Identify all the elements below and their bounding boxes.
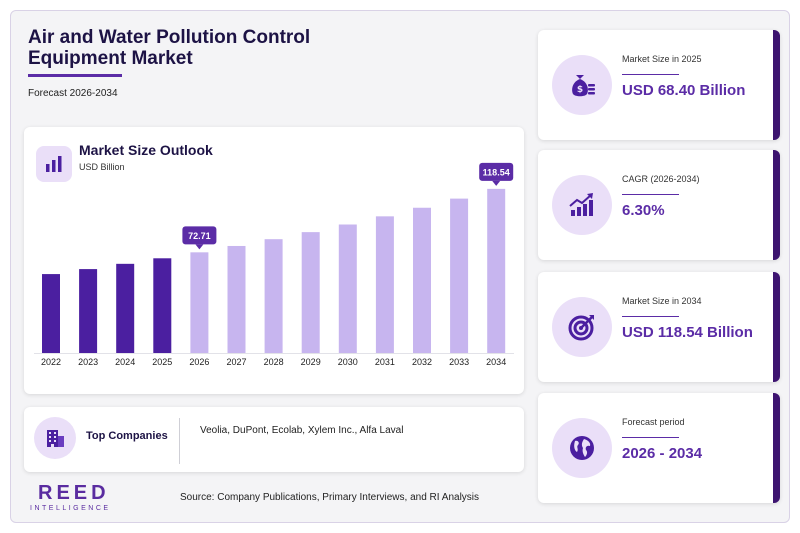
page-subtitle: Forecast 2026-2034 <box>28 88 118 99</box>
title-line-1: Air and Water Pollution Control <box>28 27 311 48</box>
page-title: Air and Water Pollution Control Equipmen… <box>28 27 358 69</box>
stat-card-market-size-2025: $ Market Size in 2025 USD 68.40 Billion <box>538 30 780 140</box>
bar-2032 <box>413 207 431 353</box>
x-tick-label: 2026 <box>189 357 209 367</box>
title-underline <box>28 74 122 77</box>
bar-2030 <box>338 224 357 353</box>
title-line-2: Equipment Market <box>28 48 193 69</box>
x-tick-label: 2033 <box>449 357 469 367</box>
bar-2022 <box>42 274 60 353</box>
top-companies-card <box>24 407 524 472</box>
x-tick-label: 2024 <box>115 357 135 367</box>
bar-2026 <box>190 252 209 353</box>
source-note: Source: Company Publications, Primary In… <box>180 492 480 503</box>
svg-text:$: $ <box>577 85 583 95</box>
bar-2027 <box>227 245 246 353</box>
bar-2034 <box>487 188 506 353</box>
target-icon <box>552 297 612 357</box>
data-label-text: 118.54 <box>483 167 510 177</box>
chart-title: Market Size Outlook <box>79 142 213 158</box>
bar-2033 <box>450 198 469 353</box>
market-size-bar-chart: 2022 2023 2024 2025 2026 72.71 2027 2028 2029 203… <box>34 162 514 367</box>
stat-label: Market Size in 2034 <box>622 296 702 306</box>
bar-2029 <box>301 232 320 353</box>
bar-2024 <box>116 263 135 353</box>
stat-label: Forecast period <box>622 417 685 427</box>
x-tick-label: 2031 <box>375 357 395 367</box>
globe-icon <box>552 418 612 478</box>
brand-logo-subtitle: INTELLIGENCE <box>30 505 111 512</box>
bar-2023 <box>79 269 98 353</box>
data-label-text: 72.71 <box>188 231 211 241</box>
stat-divider <box>622 74 679 75</box>
data-label-2034: 118.54 <box>479 162 514 186</box>
companies-divider <box>179 418 180 464</box>
chart-unit: USD Billion <box>79 162 125 172</box>
stat-divider <box>622 437 679 438</box>
stat-value: 6.30% <box>622 202 665 219</box>
x-tick-label: 2028 <box>264 357 284 367</box>
stat-label: CAGR (2026-2034) <box>622 174 700 184</box>
stat-divider <box>622 316 679 317</box>
x-tick-label: 2027 <box>226 357 246 367</box>
stat-value: 2026 - 2034 <box>622 445 703 462</box>
x-tick-label: 2023 <box>78 357 98 367</box>
building-icon <box>34 417 76 459</box>
stat-card-forecast-period: Forecast period 2026 - 2034 <box>538 393 780 503</box>
bar-chart-icon <box>36 146 72 182</box>
stat-value: USD 68.40 Billion <box>622 82 746 99</box>
bar-2031 <box>375 216 394 353</box>
x-tick-label: 2034 <box>486 357 506 367</box>
x-tick-label: 2029 <box>301 357 321 367</box>
stat-card-cagr: CAGR (2026-2034) 6.30% <box>538 150 780 260</box>
top-companies-list: Veolia, DuPont, Ecolab, Xylem Inc., Alfa… <box>200 425 404 436</box>
stat-divider <box>622 194 679 195</box>
bar-2028 <box>264 239 283 353</box>
growth-chart-icon <box>552 175 612 235</box>
x-tick-label: 2032 <box>412 357 432 367</box>
stat-value: USD 118.54 Billion <box>622 324 753 341</box>
x-tick-label: 2025 <box>152 357 172 367</box>
top-companies-label: Top Companies <box>86 430 168 442</box>
x-tick-label: 2022 <box>41 357 61 367</box>
x-tick-label: 2030 <box>338 357 358 367</box>
stat-card-market-size-2034: Market Size in 2034 USD 118.54 Billion <box>538 272 780 382</box>
brand-logo: REED <box>38 482 110 504</box>
data-label-2026: 72.71 <box>182 226 217 250</box>
bar-2025 <box>153 258 172 353</box>
stat-label: Market Size in 2025 <box>622 54 702 64</box>
money-bag-icon: $ <box>552 55 612 115</box>
